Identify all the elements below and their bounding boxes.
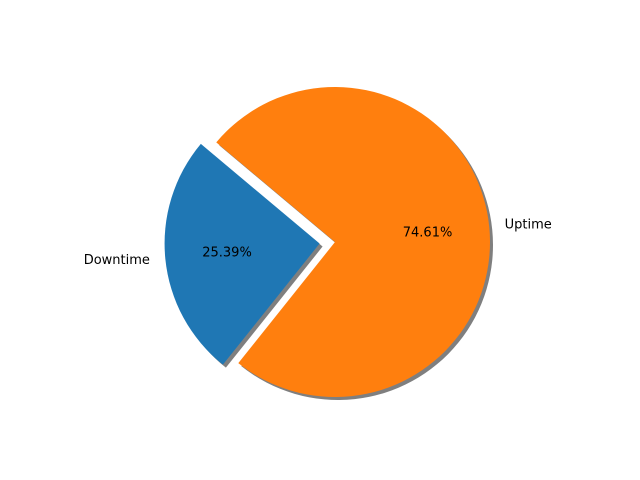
pie-label-layer: Downtime 25.39% Uptime 74.61% [84,218,552,268]
pie-pct-uptime: 74.61% [403,225,453,240]
pie-label-downtime: Downtime [84,253,150,268]
pie-pct-downtime: 25.39% [202,245,252,260]
pie-slice-uptime [216,86,490,397]
pie-slice-layer [164,86,490,397]
pie-slice-downtime [164,143,320,365]
pie-label-uptime: Uptime [505,218,552,233]
